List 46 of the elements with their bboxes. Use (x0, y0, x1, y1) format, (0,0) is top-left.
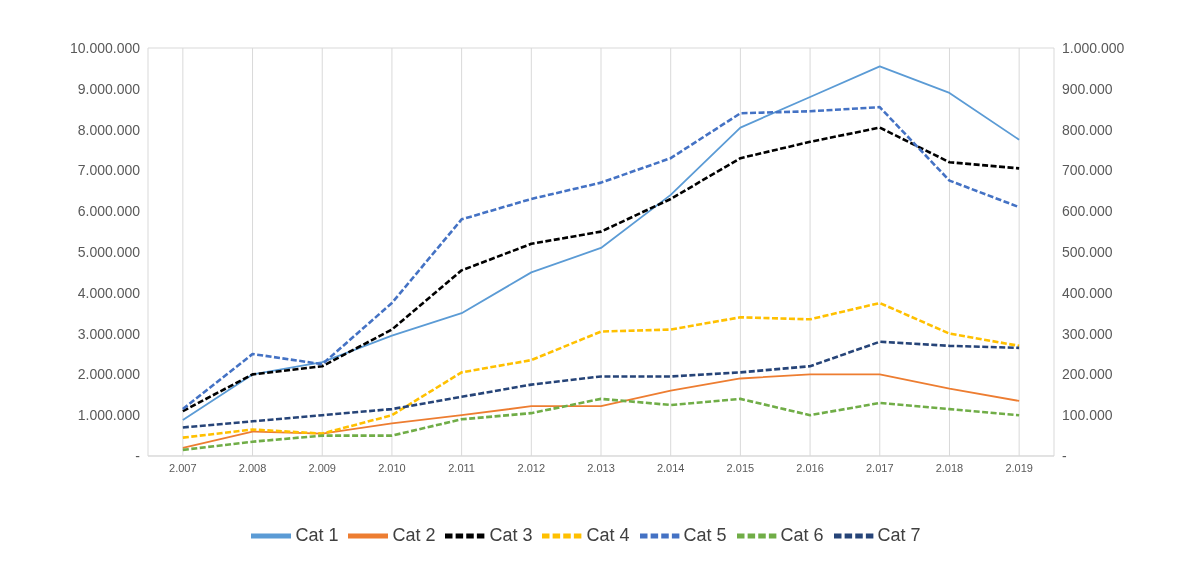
x-tick-label: 2.019 (1005, 461, 1033, 474)
x-tick-label: 2.015 (726, 461, 755, 474)
y-tick-label: 6.000.000 (77, 203, 141, 220)
y2-tick-label: 200.000 (1062, 366, 1113, 383)
line-series (181, 373, 1021, 449)
x-tick-label: 2.012 (517, 461, 546, 474)
legend-label: Cat 1 (295, 524, 339, 545)
y-tick-label: 9.000.000 (77, 80, 141, 97)
x-tick-label: 2.010 (378, 461, 406, 474)
x-tick-label: 2.011 (448, 461, 475, 474)
y-tick-label: 3.000.000 (77, 325, 141, 342)
y-tick-label: - (135, 447, 141, 464)
x-tick-label: 2.016 (796, 461, 824, 474)
y-tick-label: 4.000.000 (77, 284, 141, 301)
y2-tick-label: 400.000 (1062, 284, 1113, 301)
x-tick-label: 2.013 (587, 461, 615, 474)
y-tick-label: 8.000.000 (77, 121, 141, 138)
legend-label: Cat 2 (392, 524, 436, 545)
y2-tick-label: 100.000 (1062, 407, 1113, 424)
line-series (181, 301, 1021, 439)
y2-tick-label: 500.000 (1062, 243, 1113, 260)
y-tick-label: 1.000.000 (77, 407, 141, 424)
y2-tick-label: 600.000 (1062, 203, 1113, 220)
y2-tick-label: 800.000 (1062, 121, 1113, 138)
y2-tick-label: - (1062, 447, 1067, 464)
y-tick-label: 7.000.000 (77, 162, 141, 179)
x-tick-label: 2.014 (656, 461, 685, 474)
legend-label: Cat 3 (489, 524, 533, 545)
line-series (181, 397, 1021, 452)
y2-tick-label: 700.000 (1062, 162, 1113, 179)
x-tick-label: 2.008 (238, 461, 267, 474)
legend-label: Cat 6 (780, 524, 824, 545)
x-tick-label: 2.017 (866, 461, 894, 474)
y-tick-label: 5.000.000 (77, 243, 141, 260)
legend-label: Cat 7 (877, 524, 921, 545)
y2-tick-label: 900.000 (1062, 80, 1113, 97)
legend-label: Cat 4 (586, 524, 630, 545)
legend-label: Cat 5 (683, 524, 727, 545)
y-tick-label: 2.000.000 (77, 366, 141, 383)
line-series (181, 340, 1021, 429)
y2-tick-label: 1.000.000 (1062, 39, 1125, 56)
x-tick-label: 2.007 (169, 461, 197, 474)
y2-tick-label: 300.000 (1062, 325, 1113, 342)
x-tick-label: 2.009 (308, 461, 336, 474)
x-tick-label: 2.018 (935, 461, 964, 474)
y-tick-label: 10.000.000 (69, 39, 141, 56)
